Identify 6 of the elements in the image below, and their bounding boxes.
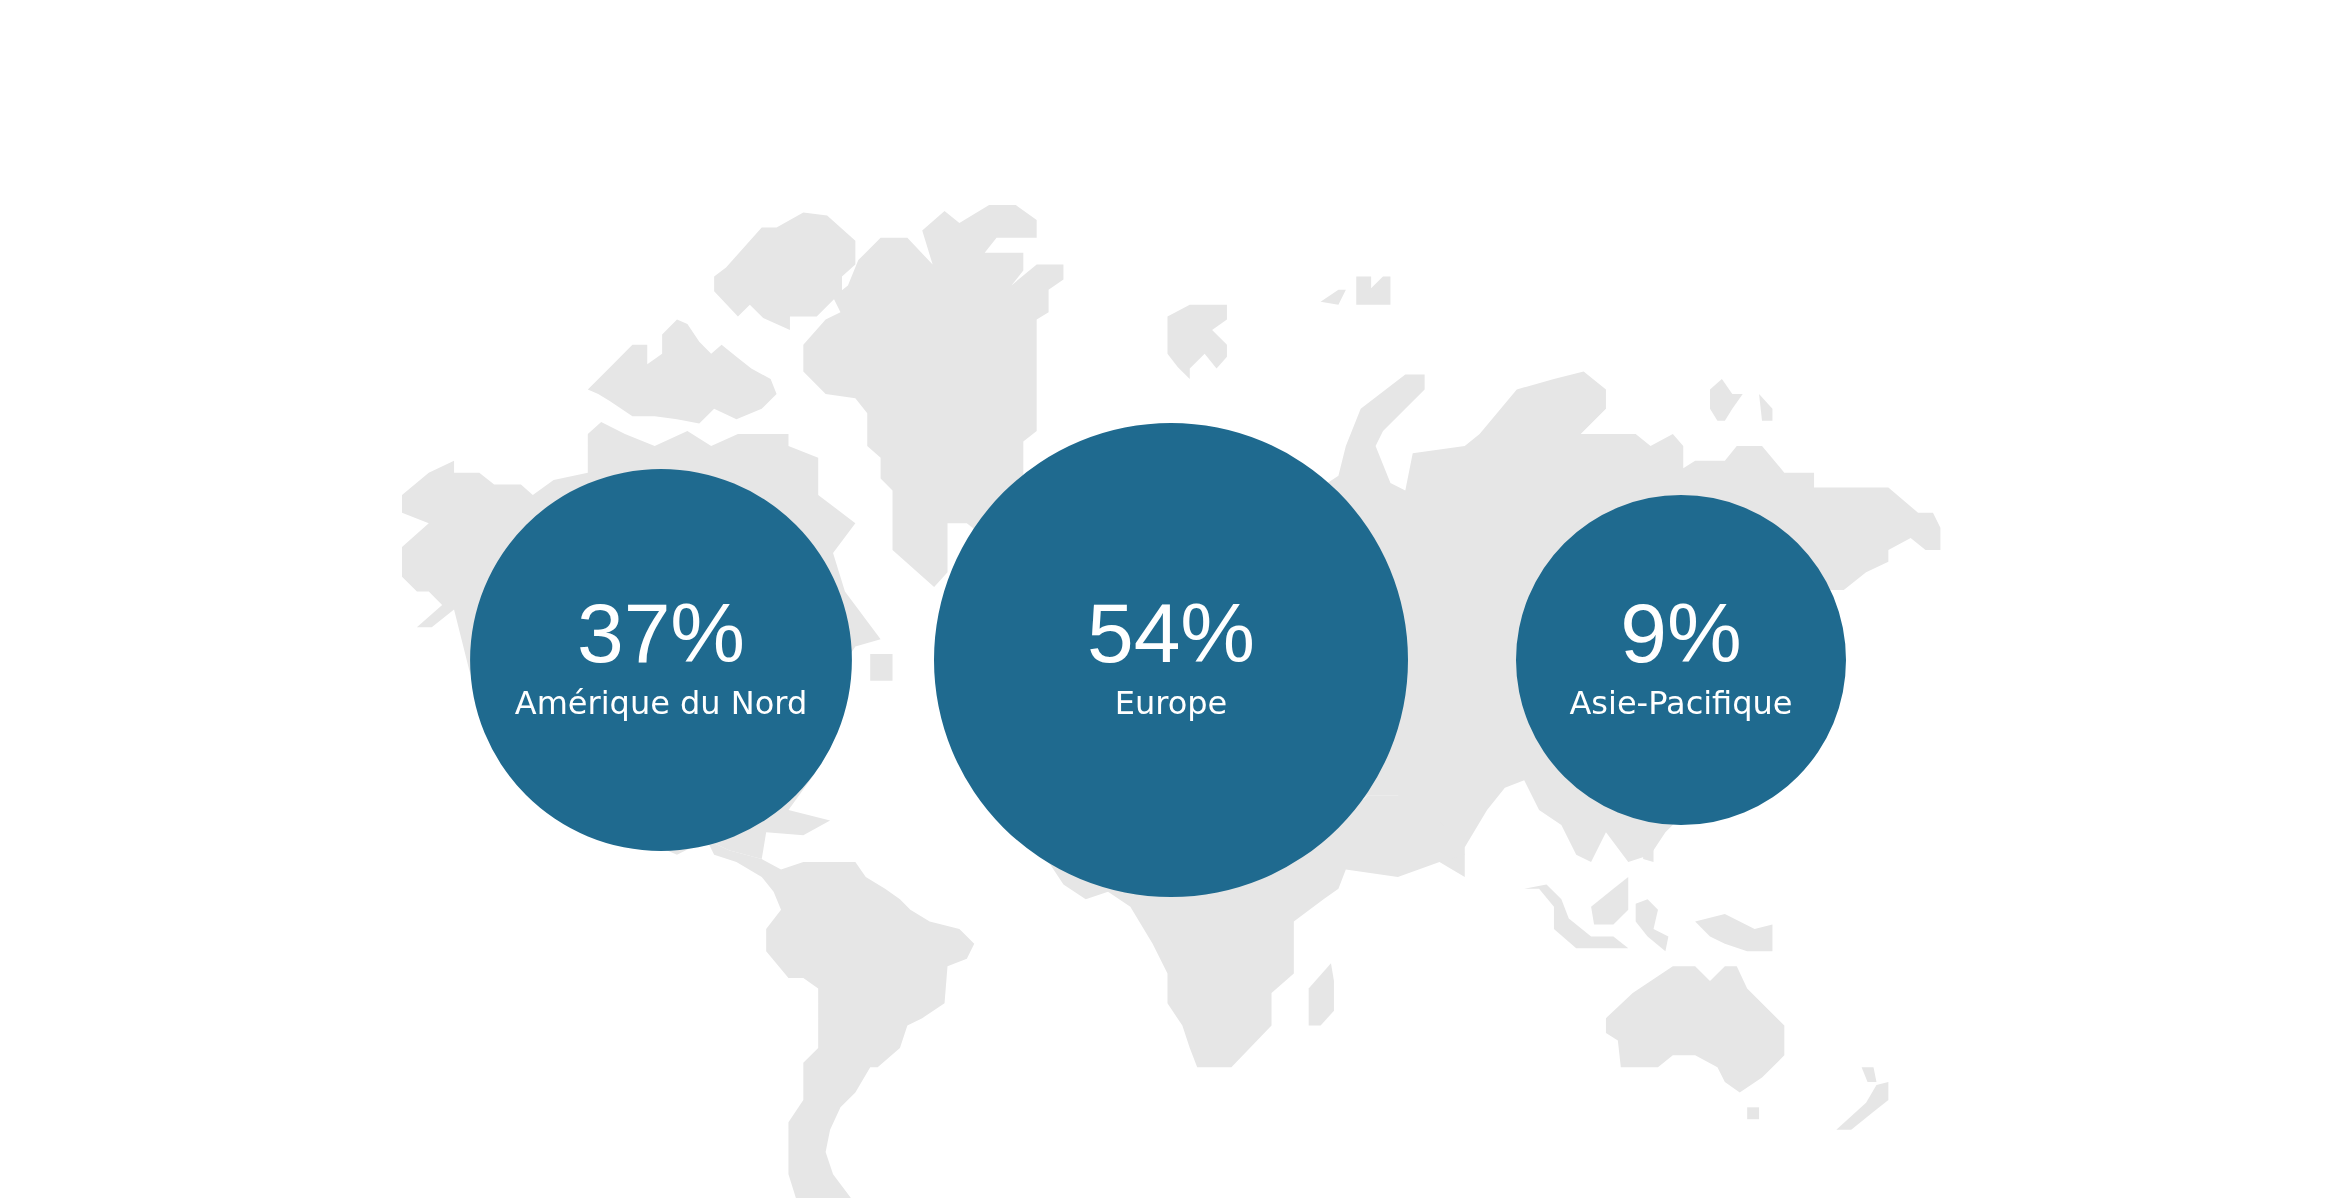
category-label: Amérique du Nord bbox=[514, 684, 808, 722]
data-label: 9% bbox=[1620, 586, 1742, 680]
category-label: Europe bbox=[1114, 684, 1228, 722]
data-label: 54% bbox=[1086, 586, 1256, 680]
category-label: Asie-Pacifique bbox=[1569, 684, 1793, 722]
data-label: 37% bbox=[576, 586, 746, 680]
